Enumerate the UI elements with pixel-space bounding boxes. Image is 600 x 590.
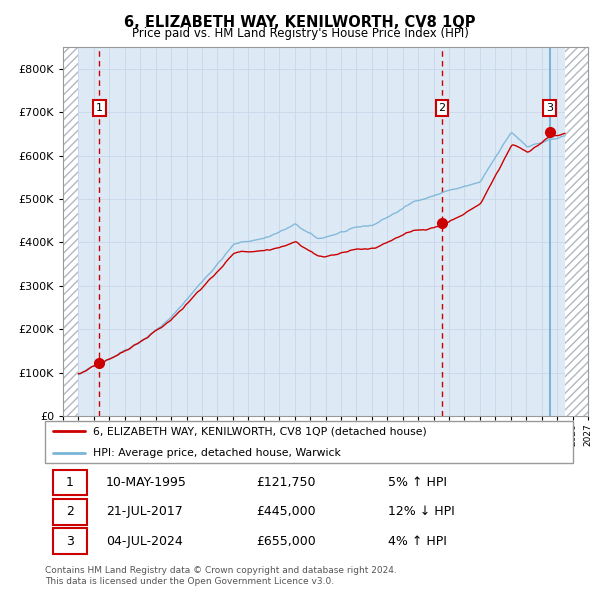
- Text: 3: 3: [546, 103, 553, 113]
- Text: 10-MAY-1995: 10-MAY-1995: [106, 476, 187, 489]
- Text: 6, ELIZABETH WAY, KENILWORTH, CV8 1QP: 6, ELIZABETH WAY, KENILWORTH, CV8 1QP: [124, 15, 476, 30]
- Text: Price paid vs. HM Land Registry's House Price Index (HPI): Price paid vs. HM Land Registry's House …: [131, 27, 469, 40]
- Text: 1: 1: [96, 103, 103, 113]
- Text: 4% ↑ HPI: 4% ↑ HPI: [388, 535, 447, 548]
- Bar: [53, 499, 87, 525]
- Text: HPI: Average price, detached house, Warwick: HPI: Average price, detached house, Warw…: [92, 448, 340, 457]
- Text: 1: 1: [66, 476, 74, 489]
- Text: 2: 2: [439, 103, 446, 113]
- Text: 3: 3: [66, 535, 74, 548]
- Bar: [53, 528, 87, 554]
- Text: £655,000: £655,000: [256, 535, 316, 548]
- Text: 04-JUL-2024: 04-JUL-2024: [106, 535, 182, 548]
- Text: 12% ↓ HPI: 12% ↓ HPI: [388, 505, 455, 519]
- Text: £445,000: £445,000: [256, 505, 316, 519]
- Text: 6, ELIZABETH WAY, KENILWORTH, CV8 1QP (detached house): 6, ELIZABETH WAY, KENILWORTH, CV8 1QP (d…: [92, 427, 426, 436]
- Text: 21-JUL-2017: 21-JUL-2017: [106, 505, 182, 519]
- Text: 2: 2: [66, 505, 74, 519]
- Bar: [53, 470, 87, 496]
- Text: Contains HM Land Registry data © Crown copyright and database right 2024.
This d: Contains HM Land Registry data © Crown c…: [45, 566, 397, 586]
- Text: 5% ↑ HPI: 5% ↑ HPI: [388, 476, 447, 489]
- Text: £121,750: £121,750: [256, 476, 316, 489]
